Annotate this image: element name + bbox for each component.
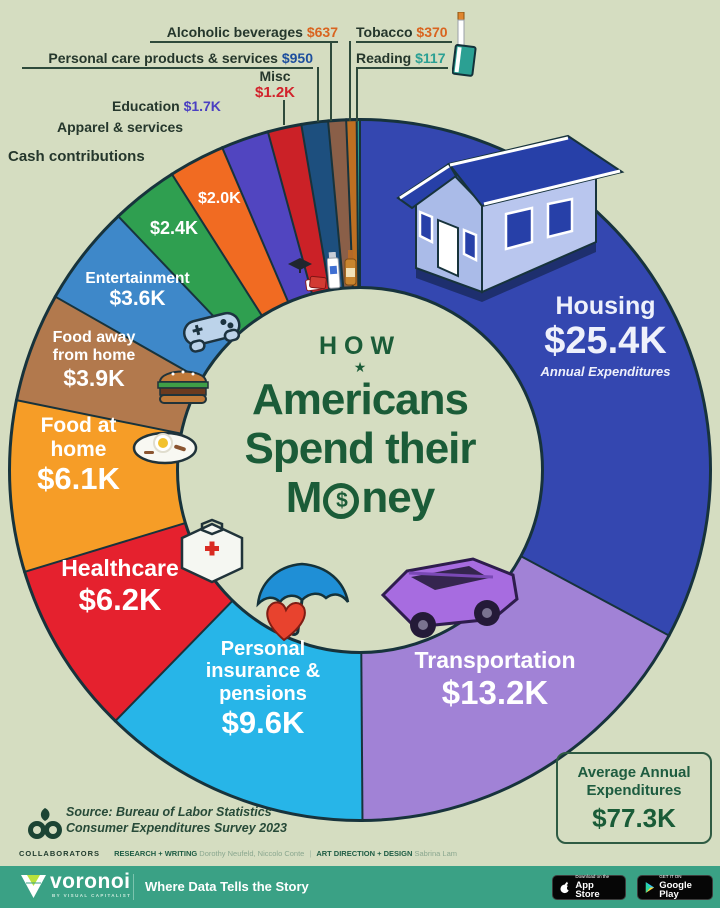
slice-label-food-away: Food away from home $3.9K (52, 329, 136, 391)
money-prefix: M (285, 473, 323, 522)
annotation-reading: Reading $117 (356, 50, 446, 66)
footer-tagline: Where Data Tells the Story (145, 879, 309, 894)
title-line-spend: Spend their (244, 424, 476, 473)
slice-label-housing: Housing $25.4K Annual Expenditures (508, 292, 703, 379)
burger-icon (157, 370, 209, 404)
annotation-alcoholic: Alcoholic beverages $637 (166, 24, 338, 40)
annotation-apparel: Apparel & services (57, 119, 184, 135)
book-icon (452, 44, 477, 77)
title-how: HOW (318, 332, 402, 360)
leader-line (150, 41, 338, 43)
leader-line (283, 100, 285, 125)
slice-value-cash-contributions: $2.4K (150, 218, 199, 238)
slice-label-entertainment: Entertainment $3.6K (85, 270, 190, 311)
collaborators-line: COLLABORATORS RESEARCH + WRITING Dorothy … (19, 849, 457, 858)
leader-line (349, 41, 351, 121)
average-expenditures-box: Average Annual Expenditures $77.3K (556, 752, 712, 844)
annotation-cash-contributions: Cash contributions (8, 148, 145, 165)
title-line-americans: Americans (251, 375, 469, 424)
footer-divider (133, 874, 134, 900)
title-line-money: M $ ney (210, 473, 510, 522)
dollar-coin-icon: $ (323, 482, 360, 519)
annotation-education: Education $1.7K (112, 98, 221, 114)
toothpaste-tube-icon (327, 252, 341, 289)
leader-line (356, 41, 452, 43)
first-aid-kit-icon (180, 518, 244, 584)
car-icon (380, 557, 519, 638)
apple-icon (560, 881, 571, 894)
voronoi-logo-icon (21, 875, 46, 898)
leader-line (356, 67, 358, 122)
breakfast-bowl-icon (132, 431, 198, 465)
game-controller-icon (182, 311, 241, 353)
leader-line (22, 67, 313, 69)
money-suffix: ney (361, 473, 435, 522)
chart-title: HOW ★ Americans Spend their M $ ney (210, 332, 510, 522)
slice-label-healthcare: Healthcare $6.2K (61, 555, 179, 617)
google-play-icon (645, 882, 655, 893)
money-cards-icon (305, 275, 327, 292)
leader-line (356, 67, 448, 69)
leader-line (317, 67, 319, 122)
voronoi-brand: voronoi (50, 870, 131, 893)
source-note: Source: Bureau of Labor Statistics Consu… (66, 805, 287, 835)
heart-icon (266, 601, 306, 642)
visual-capitalist-logo-icon (28, 808, 62, 839)
beer-bottle-icon (344, 250, 357, 286)
slice-label-food-at-home: Food at home $6.1K (37, 414, 120, 497)
voronoi-brand-sub: BY VISUAL CAPITALIST (52, 893, 132, 898)
house-icon (396, 134, 625, 302)
graduation-cap-icon (288, 258, 312, 273)
annual-expenditures-note: Annual Expenditures (540, 364, 671, 379)
google-play-button[interactable]: GET IT ON Google Play (637, 875, 713, 900)
annotation-tobacco: Tobacco $370 (356, 24, 448, 40)
slice-label-transportation: Transportation $13.2K (414, 647, 576, 711)
annotation-misc: Misc $1.2K (254, 68, 296, 101)
slice-value-apparel: $2.0K (198, 190, 241, 207)
star-icon: ★ (353, 359, 367, 375)
leader-line (330, 41, 332, 121)
slice-label-personal-insurance: Personal insurance & pensions $9.6K (205, 638, 321, 741)
annotation-personal-care: Personal care products & services $950 (48, 50, 313, 66)
app-store-button[interactable]: Download on the App Store (552, 875, 626, 900)
umbrella-icon (256, 562, 350, 642)
footer-bar: voronoi BY VISUAL CAPITALIST Where Data … (0, 866, 720, 908)
